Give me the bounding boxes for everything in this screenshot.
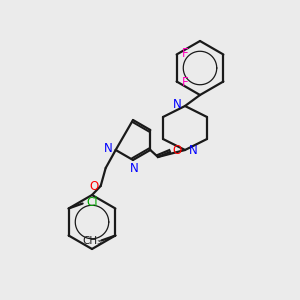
Text: CH₃: CH₃ (83, 236, 102, 247)
Text: F: F (182, 47, 189, 60)
Text: N: N (189, 145, 197, 158)
Text: N: N (172, 98, 182, 112)
Text: N: N (104, 142, 113, 154)
Text: Cl: Cl (87, 196, 98, 209)
Text: O: O (89, 179, 98, 193)
Text: O: O (172, 145, 182, 158)
Text: N: N (130, 161, 138, 175)
Text: F: F (182, 76, 189, 89)
